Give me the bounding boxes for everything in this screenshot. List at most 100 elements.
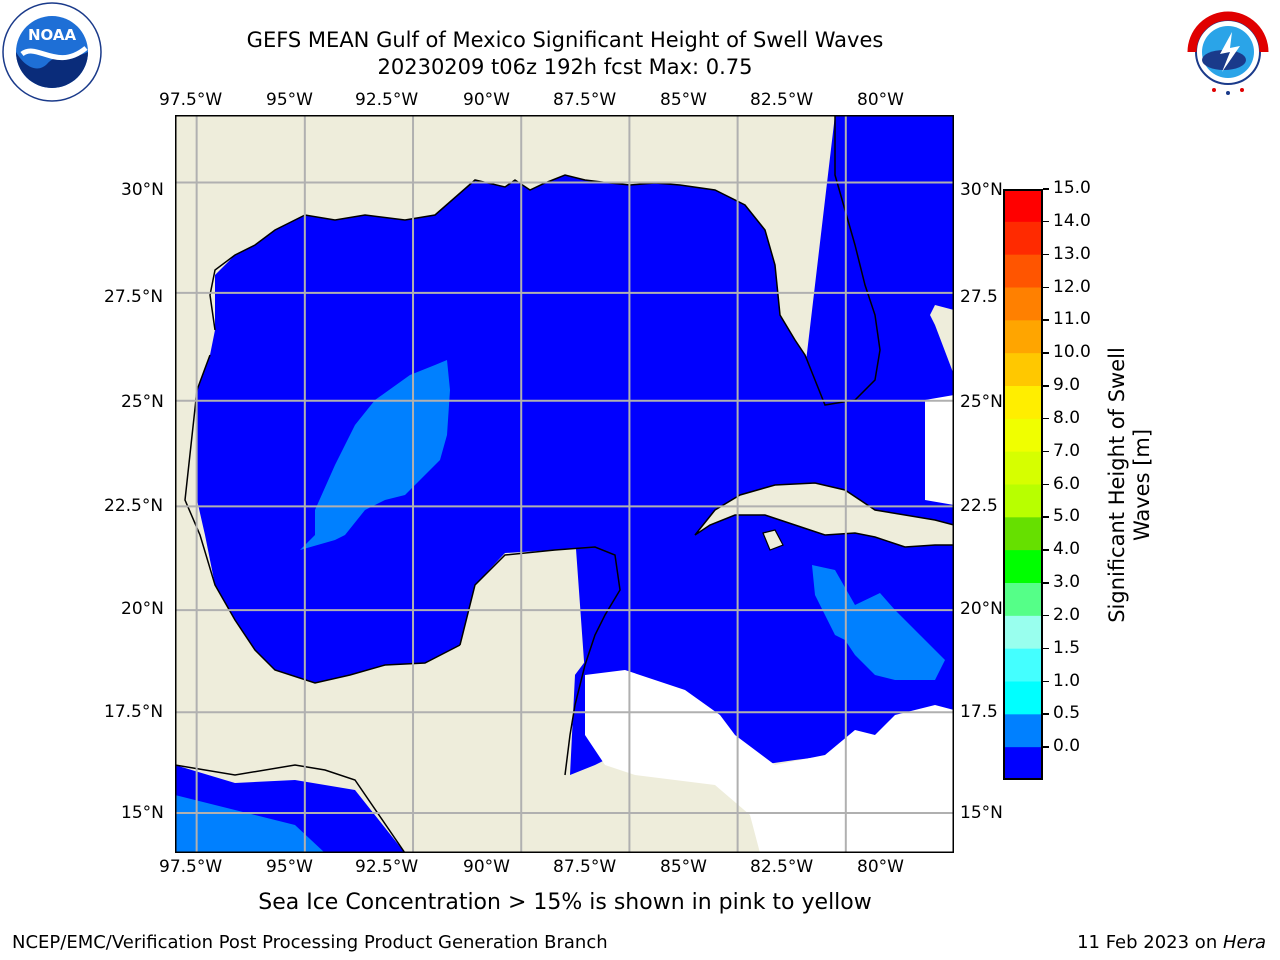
- lat-label-left: 30°N: [121, 180, 164, 200]
- colorbar-tick-label: 2.0: [1053, 604, 1081, 625]
- footer-branch: NCEP/EMC/Verification Post Processing Pr…: [12, 932, 608, 953]
- lon-label-bottom: 85°W: [660, 857, 707, 877]
- colorbar-tick: [1043, 483, 1049, 485]
- colorbar-tick: [1043, 647, 1049, 650]
- colorbar-segment: [1003, 747, 1043, 780]
- colorbar-tick-label: 11.0: [1053, 309, 1091, 330]
- colorbar-segment: [1003, 583, 1043, 617]
- lat-label-left: 15°N: [121, 803, 164, 823]
- masked-region: [925, 395, 954, 505]
- colorbar-tick: [1043, 253, 1049, 256]
- colorbar-tick-label: 3.0: [1053, 572, 1081, 592]
- colorbar-tick: [1043, 713, 1049, 715]
- colorbar-segment: [1003, 615, 1043, 650]
- colorbar-segment: [1003, 287, 1043, 321]
- colorbar-tick: [1043, 582, 1049, 584]
- lon-label-top: 82.5°W: [750, 90, 814, 110]
- footer-date: 11 Feb 2023 on Hera: [1077, 932, 1266, 953]
- colorbar-label-line1: Significant Height of Swell: [1105, 347, 1129, 623]
- colorbar-segment: [1003, 714, 1043, 748]
- colorbar-segment: [1003, 648, 1043, 682]
- colorbar-tick-label: 1.0: [1053, 670, 1081, 691]
- lon-label-bottom: 87.5°W: [553, 857, 617, 877]
- lon-label-bottom: 82.5°W: [750, 857, 814, 877]
- footer-machine: Hera: [1222, 932, 1266, 953]
- noaa-logo-text: NOAA: [28, 26, 77, 44]
- colorbar-axis-label: Significant Height of Swell Waves [m]: [1105, 347, 1155, 623]
- lat-label-left: 17.5°N: [104, 702, 164, 722]
- colorbar-tick-label: 6.0: [1053, 473, 1081, 494]
- lon-label-top: 80°W: [857, 90, 904, 110]
- colorbar-segment: [1003, 189, 1043, 223]
- colorbar-tick-label: 13.0: [1053, 243, 1091, 264]
- lon-label-bottom: 97.5°W: [159, 857, 223, 877]
- colorbar-segment: [1003, 254, 1043, 288]
- lon-label-top: 85°W: [660, 90, 707, 110]
- colorbar-tick: [1043, 220, 1049, 223]
- colorbar-segment: [1003, 320, 1043, 354]
- lon-label-top: 95°W: [266, 90, 313, 110]
- isle-of-youth: [762, 529, 784, 551]
- colorbar-tick: [1043, 417, 1049, 420]
- lat-label-right: 20°N: [960, 599, 1003, 619]
- colorbar-tick: [1043, 516, 1049, 518]
- colorbar-tick: [1043, 549, 1049, 551]
- colorbar-segment: [1003, 484, 1043, 518]
- colorbar-tick-label: 9.0: [1053, 375, 1081, 395]
- colorbar-tick-label: 7.0: [1053, 440, 1081, 461]
- lon-label-top: 92.5°W: [355, 90, 419, 110]
- colorbar-segment: [1003, 221, 1043, 256]
- lon-label-bottom: 90°W: [463, 857, 510, 877]
- pacific-swell-light: [175, 795, 325, 853]
- colorbar-tick-label: 12.0: [1053, 276, 1091, 297]
- colorbar-segment: [1003, 451, 1043, 485]
- nws-logo: [1178, 2, 1278, 102]
- cuba-land: [694, 482, 954, 548]
- lon-label-top: 87.5°W: [553, 90, 617, 110]
- lon-label-bottom: 92.5°W: [355, 857, 419, 877]
- colorbar-tick-label: 1.5: [1053, 637, 1081, 658]
- footer-date-text: 11 Feb 2023 on: [1077, 932, 1223, 953]
- colorbar-tick-label: 0.5: [1053, 703, 1081, 724]
- colorbar-tick-label: 14.0: [1053, 210, 1091, 231]
- lon-label-top: 97.5°W: [159, 90, 223, 110]
- lon-label-bottom: 80°W: [857, 857, 904, 877]
- lat-label-right: 15°N: [960, 803, 1003, 823]
- colorbar-segment: [1003, 386, 1043, 420]
- lat-label-left: 22.5°N: [104, 496, 164, 516]
- colorbar-label-line2: Waves [m]: [1130, 428, 1154, 542]
- colorbar-tick: [1043, 319, 1049, 321]
- lat-label-right: 25°N: [960, 392, 1003, 412]
- lat-label-right: 27.5: [960, 287, 998, 307]
- sea-ice-note: Sea Ice Concentration > 15% is shown in …: [258, 890, 872, 915]
- map-panel: [175, 115, 954, 853]
- colorbar: [1003, 189, 1043, 780]
- gridlines: [175, 115, 954, 853]
- colorbar-segment: [1003, 517, 1043, 551]
- colorbar-segment: [1003, 418, 1043, 453]
- title-line-2: 20230209 t06z 192h fcst Max: 0.75: [377, 55, 753, 79]
- colorbar-segment: [1003, 550, 1043, 584]
- masked-region: [585, 670, 954, 853]
- map-svg: [175, 115, 954, 853]
- colorbar-tick-label: 8.0: [1053, 407, 1081, 428]
- lon-label-bottom: 95°W: [266, 857, 313, 877]
- coastline: [459, 546, 621, 776]
- colorbar-tick-label: 5.0: [1053, 506, 1081, 527]
- colorbar-tick: [1043, 385, 1049, 387]
- colorbar-tick: [1043, 188, 1049, 190]
- coastline: [184, 354, 461, 684]
- colorbar-segment: [1003, 681, 1043, 715]
- lon-label-top: 90°W: [463, 90, 510, 110]
- colorbar-tick-label: 15.0: [1053, 178, 1091, 198]
- colorbar-tick: [1043, 680, 1049, 682]
- lat-label-left: 27.5°N: [104, 287, 164, 307]
- noaa-logo: NOAA: [2, 2, 102, 102]
- lat-label-left: 25°N: [121, 392, 164, 412]
- colorbar-tick: [1043, 286, 1049, 288]
- colorbar-segment: [1003, 353, 1043, 387]
- colorbar-tick-label: 10.0: [1053, 342, 1091, 363]
- colorbar-tick-label: 0.0: [1053, 736, 1081, 757]
- lat-label-right: 17.5: [960, 702, 998, 722]
- lat-label-left: 20°N: [121, 599, 164, 619]
